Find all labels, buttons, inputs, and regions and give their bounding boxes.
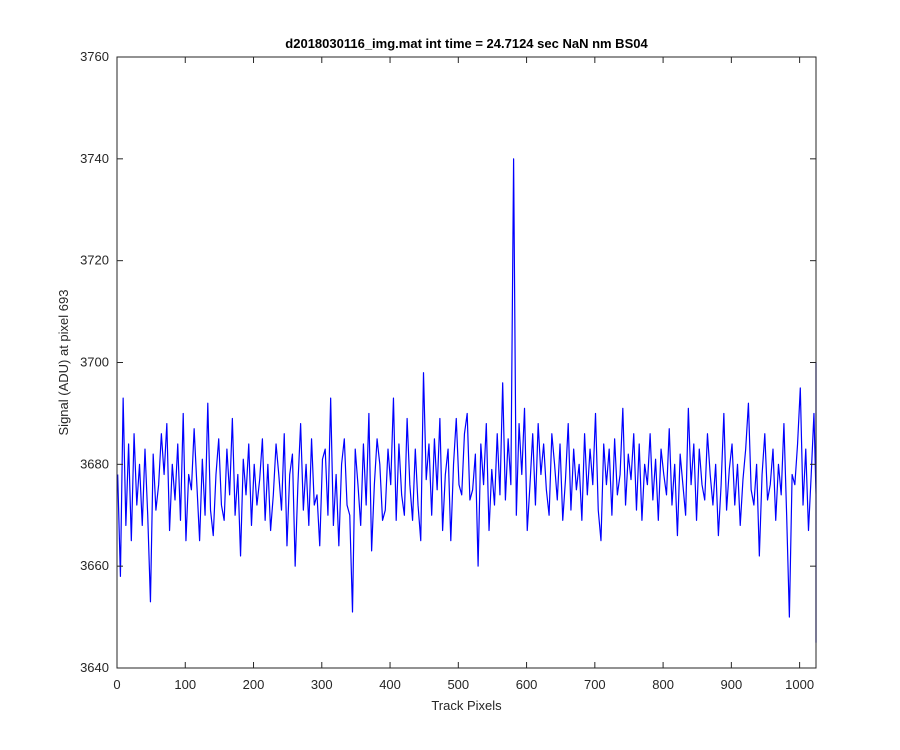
plot-area <box>117 57 816 668</box>
x-tick-label: 600 <box>516 677 538 692</box>
y-tick-label: 3640 <box>80 660 109 675</box>
series-layer <box>117 158 817 644</box>
signal-series-line <box>117 158 817 644</box>
y-tick-label: 3680 <box>80 456 109 471</box>
y-tick-label: 3720 <box>80 253 109 268</box>
x-tick-label: 300 <box>311 677 333 692</box>
x-tick-label: 0 <box>113 677 120 692</box>
x-tick-label: 1000 <box>785 677 814 692</box>
x-axis-label: Track Pixels <box>431 698 502 713</box>
y-tick-label: 3740 <box>80 151 109 166</box>
y-tick-label: 3760 <box>80 49 109 64</box>
x-tick-label: 200 <box>243 677 265 692</box>
y-tick-label: 3700 <box>80 355 109 370</box>
x-tick-label: 800 <box>652 677 674 692</box>
y-tick-label: 3660 <box>80 558 109 573</box>
x-tick-label: 100 <box>174 677 196 692</box>
x-tick-label: 400 <box>379 677 401 692</box>
x-tick-label: 700 <box>584 677 606 692</box>
y-axis-label: Signal (ADU) at pixel 693 <box>56 290 71 436</box>
chart-title: d2018030116_img.mat int time = 24.7124 s… <box>285 36 648 51</box>
x-tick-label: 500 <box>447 677 469 692</box>
x-tick-label: 900 <box>721 677 743 692</box>
tick-layer: 0 100 200 300 400 500 600 700 800 900 1000 3640 3660… <box>80 49 816 692</box>
